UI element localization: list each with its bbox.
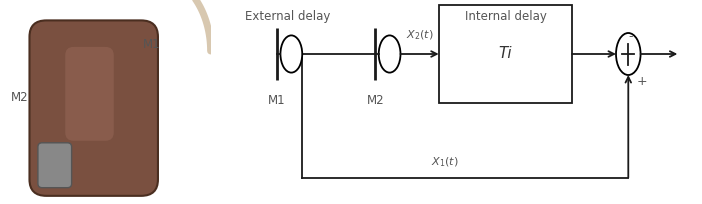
FancyBboxPatch shape (38, 143, 72, 188)
Text: -: - (628, 30, 633, 43)
Text: $X_1(t)$: $X_1(t)$ (431, 156, 458, 169)
Text: M1: M1 (143, 38, 161, 51)
Text: M2: M2 (366, 94, 384, 108)
Text: External delay: External delay (245, 10, 331, 23)
FancyBboxPatch shape (65, 47, 114, 141)
FancyBboxPatch shape (29, 20, 158, 196)
Circle shape (281, 35, 303, 73)
Text: $X_2(t)$: $X_2(t)$ (406, 28, 434, 42)
Circle shape (616, 33, 640, 75)
Text: +: + (637, 75, 647, 88)
Text: M1: M1 (268, 94, 286, 108)
Circle shape (379, 35, 400, 73)
Bar (439, 5, 572, 103)
Text: Internal delay: Internal delay (465, 10, 546, 23)
Text: Ti: Ti (498, 47, 512, 61)
Text: M2: M2 (11, 91, 28, 104)
